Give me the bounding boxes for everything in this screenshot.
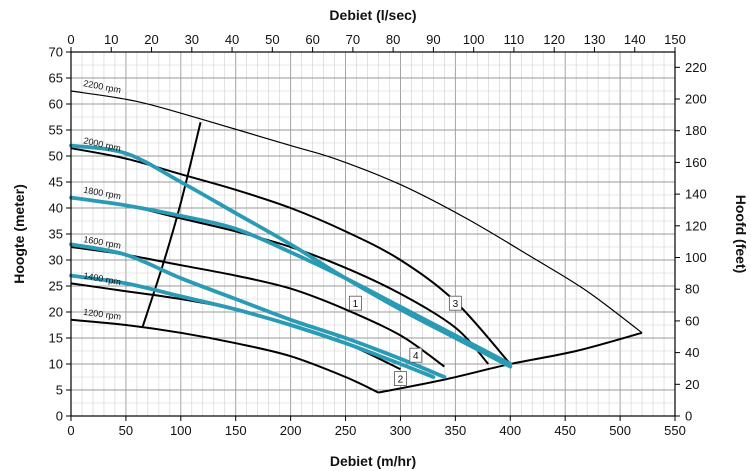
x-top-tick-label: 50 [265,32,279,47]
curves [69,90,643,394]
x-top-tick-label: 130 [584,32,606,47]
curve-number-label: 2 [398,375,404,386]
x-top-tick-label: 100 [463,32,485,47]
curve-number-box [349,295,362,311]
curve-number-box [448,295,462,311]
y-right-tick-label: 160 [685,155,707,170]
envelope-left-edge [141,121,202,328]
system-curve-1 [69,143,513,369]
x-top-tick-label: 150 [664,32,686,47]
x-bottom-axis-title: Debiet (m/hr) [330,453,416,469]
x-top-tick-label: 10 [104,32,118,47]
x-bottom-tick-label: 50 [119,423,133,438]
curve-number-label: 1 [353,299,359,310]
x-top-tick-label: 70 [346,32,360,47]
x-bottom-tick-label: 350 [445,423,467,438]
y-right-tick-label: 20 [685,377,699,392]
x-bottom-tick-label: 550 [664,423,686,438]
curve-number-box [394,371,407,387]
x-bottom-tick-label: 100 [170,423,192,438]
y-left-tick-label: 35 [49,227,63,242]
x-top-tick-label: 20 [144,32,158,47]
curve-number-label: 4 [413,351,419,362]
y-right-tick-label: 60 [685,313,699,328]
y-left-tick-label: 20 [49,305,63,320]
x-bottom-tick-label: 300 [390,423,412,438]
x-bottom-tick-label: 150 [225,423,247,438]
system-curve-4 [69,242,447,379]
speed-curve-label: 2200 rpm [83,78,122,95]
y-left-axis-title: Hoogte (meter) [11,184,27,284]
x-top-axis-title: Debiet (l/sec) [329,7,416,23]
y-left-tick-label: 40 [49,201,63,216]
y-left-tick-label: 60 [49,97,63,112]
x-top-tick-label: 140 [624,32,646,47]
y-left-tick-label: 70 [49,45,63,60]
system-curve-3 [69,195,513,366]
system-curve-2 [69,273,436,379]
y-right-tick-label: 200 [685,92,707,107]
y-left-tick-label: 45 [49,175,63,190]
y-left-tick-label: 50 [49,149,63,164]
x-bottom-tick-label: 0 [67,423,74,438]
curve-number-box [409,347,423,363]
x-top-tick-label: 90 [426,32,440,47]
y-left-tick-label: 55 [49,123,63,138]
y-right-tick-label: 80 [685,282,699,297]
x-top-tick-label: 30 [185,32,199,47]
x-top-tick-label: 110 [504,32,525,47]
y-left-tick-label: 65 [49,71,63,86]
speed-curve-2200-rpm [70,90,643,334]
y-right-axis-title: Hoofd (feet) [733,195,749,274]
grid [70,51,676,417]
y-left-tick-label: 5 [56,383,63,398]
speed-curve-label: 1200 rpm [83,307,122,322]
y-left-tick-label: 25 [49,279,63,294]
x-bottom-tick-label: 250 [335,423,357,438]
y-right-tick-label: 140 [685,187,707,202]
y-left-tick-label: 0 [56,409,63,424]
y-left-tick-label: 30 [49,253,63,268]
x-bottom-tick-label: 200 [280,423,302,438]
x-top-tick-label: 80 [386,32,400,47]
plot-frame [70,51,676,417]
y-right-tick-label: 180 [685,123,707,138]
x-bottom-tick-label: 400 [499,423,521,438]
y-right-tick-label: 0 [685,409,692,424]
x-top-tick-label: 40 [225,32,239,47]
x-top-tick-label: 120 [543,32,565,47]
y-right-tick-label: 40 [685,345,699,360]
y-left-tick-label: 10 [49,357,63,372]
x-bottom-tick-label: 500 [609,423,631,438]
y-right-tick-label: 100 [685,250,707,265]
y-left-tick-label: 15 [49,331,63,346]
y-right-tick-label: 220 [685,60,707,75]
y-right-tick-label: 120 [685,218,707,233]
x-top-tick-label: 60 [305,32,319,47]
x-top-tick-label: 0 [67,32,74,47]
x-bottom-tick-label: 450 [554,423,576,438]
speed-curve-1200-rpm [70,318,379,394]
curve-number-label: 3 [453,299,459,310]
